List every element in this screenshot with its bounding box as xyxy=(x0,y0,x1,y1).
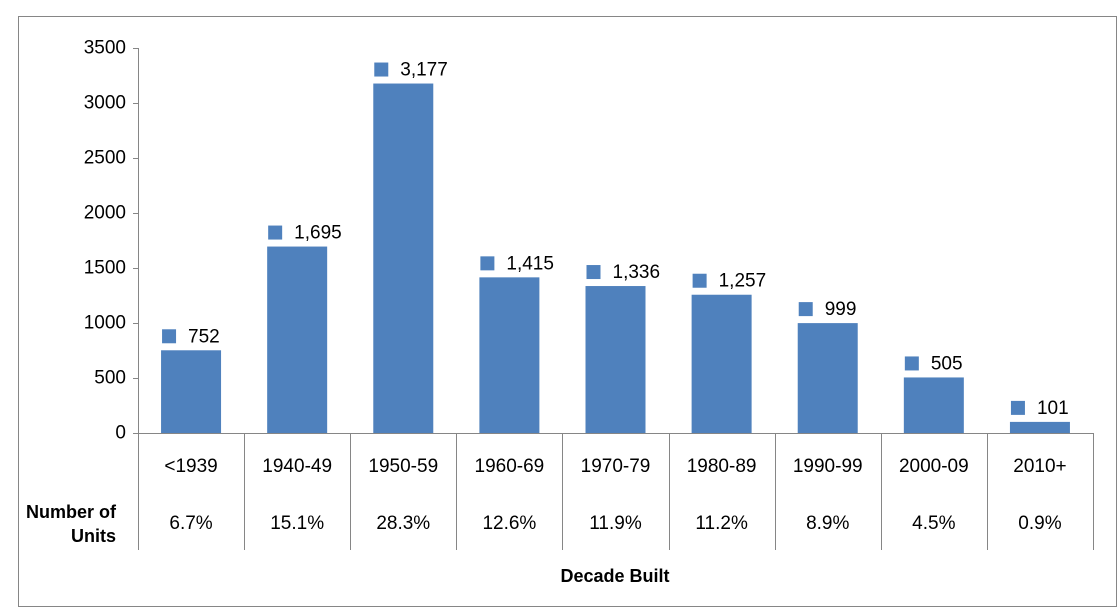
legend-key xyxy=(1010,400,1025,415)
data-label: 752 xyxy=(188,326,220,347)
bar xyxy=(903,377,964,433)
legend-key xyxy=(268,225,283,240)
legend-key xyxy=(480,256,495,271)
table-cell: 8.9% xyxy=(806,513,849,534)
table-cell: 15.1% xyxy=(270,513,324,534)
data-label: 999 xyxy=(825,299,857,320)
x-tick-label: 1950-59 xyxy=(368,456,438,477)
y-tick-label: 2000 xyxy=(84,203,126,224)
legend-key xyxy=(374,62,389,77)
bar xyxy=(161,350,222,433)
data-label: 101 xyxy=(1037,398,1069,419)
table-row-label: Number of Units xyxy=(26,502,116,546)
x-tick-label: 1960-69 xyxy=(475,456,545,477)
bar xyxy=(797,323,858,433)
bar xyxy=(585,286,646,433)
x-tick-label: <1939 xyxy=(164,456,217,477)
x-tick-label: 1980-89 xyxy=(687,456,757,477)
table-cell: 0.9% xyxy=(1018,513,1061,534)
x-tick-label: 2000-09 xyxy=(899,456,969,477)
table-cell: 28.3% xyxy=(376,513,430,534)
y-tick-label: 3500 xyxy=(84,38,126,59)
y-tick-label: 3000 xyxy=(84,93,126,114)
legend-key xyxy=(904,356,919,371)
legend-key xyxy=(692,273,707,288)
bar xyxy=(1009,421,1070,433)
x-tick-label: 2010+ xyxy=(1013,456,1066,477)
table-cell: 6.7% xyxy=(169,513,212,534)
x-axis-title: Decade Built xyxy=(560,566,669,586)
x-tick-label: 1940-49 xyxy=(262,456,332,477)
data-label: 1,695 xyxy=(294,223,342,244)
bar xyxy=(267,246,328,433)
y-tick-label: 0 xyxy=(115,423,126,444)
data-label: 505 xyxy=(931,353,963,374)
x-tick-label: 1990-99 xyxy=(793,456,863,477)
bar xyxy=(373,83,434,433)
y-tick-label: 1500 xyxy=(84,258,126,279)
legend-key xyxy=(798,302,813,317)
table-cell: 11.2% xyxy=(695,513,748,534)
data-label: 1,257 xyxy=(719,271,767,292)
data-label: 1,336 xyxy=(613,262,661,283)
data-label: 3,177 xyxy=(400,60,448,81)
x-tick-label: 1970-79 xyxy=(581,456,651,477)
bar xyxy=(479,277,540,433)
y-tick-label: 2500 xyxy=(84,148,126,169)
chart-border xyxy=(18,16,1117,607)
table-cell: 4.5% xyxy=(912,513,955,534)
bar xyxy=(691,294,752,433)
legend-key xyxy=(586,265,601,280)
table-cell: 11.9% xyxy=(589,513,642,534)
data-label: 1,415 xyxy=(506,253,554,274)
y-tick-label: 1000 xyxy=(84,313,126,334)
table-cell: 12.6% xyxy=(482,513,536,534)
legend-key xyxy=(162,329,177,344)
y-tick-label: 500 xyxy=(94,368,126,389)
